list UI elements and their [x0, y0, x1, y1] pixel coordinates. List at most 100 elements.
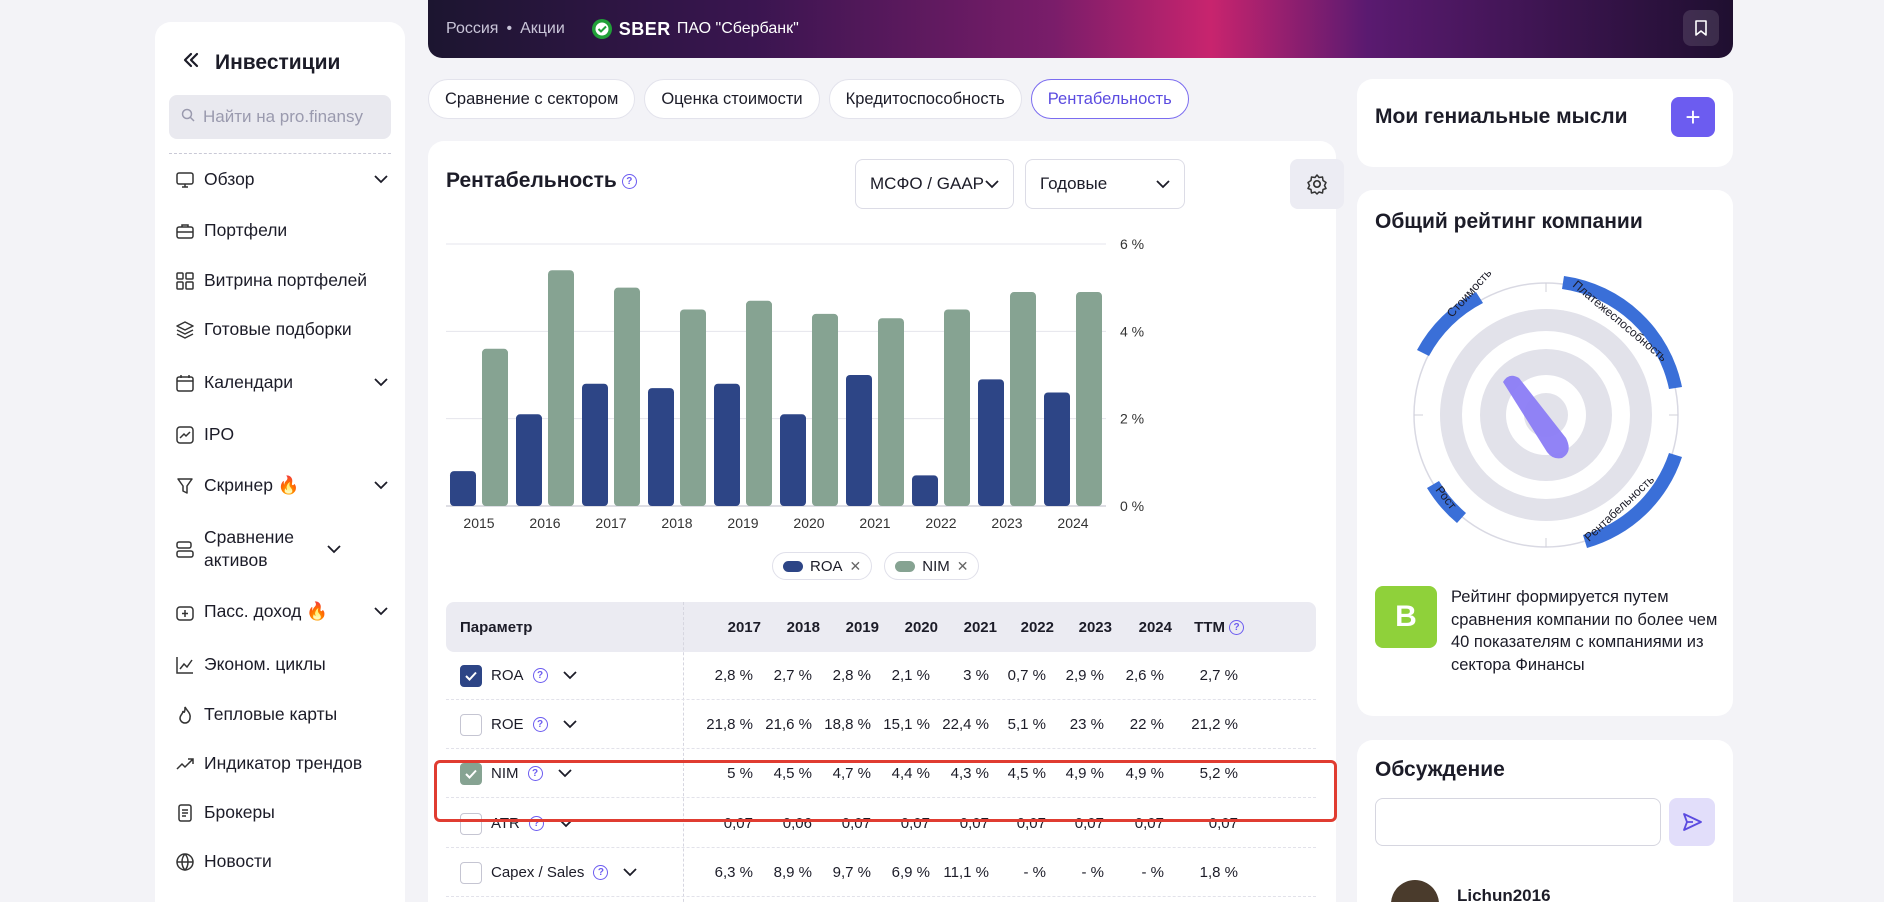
row-checkbox[interactable]	[460, 861, 482, 884]
value-cell: - %	[1141, 864, 1165, 881]
standard-select[interactable]: МСФО / GAAP	[855, 159, 1014, 209]
year-column-header[interactable]: 2018	[760, 602, 820, 652]
year-column-header[interactable]: 2023	[1052, 602, 1112, 652]
year-label: 2019	[845, 618, 879, 636]
search-box[interactable]	[169, 95, 391, 139]
table-row: Capex / Sales? 6,3 % 8,9 % 9,7 % 6,9 % 11,1 %…	[446, 848, 1316, 897]
bar-nim	[1010, 292, 1036, 506]
help-icon[interactable]: ?	[532, 717, 548, 732]
remove-icon[interactable]: ✕	[956, 557, 969, 574]
chevron-down-icon[interactable]	[562, 716, 577, 733]
bar-nim	[812, 313, 838, 506]
bar-nim	[746, 300, 772, 506]
chevron-down-icon[interactable]	[623, 864, 638, 881]
add-thought-button[interactable]: +	[1671, 97, 1715, 137]
year-column-header[interactable]: 2024	[1112, 602, 1172, 652]
value-cell: 2,6 %	[1125, 667, 1164, 684]
sidebar-item-13[interactable]: Новости	[175, 850, 391, 873]
tab-1[interactable]: Оценка стоимости	[644, 79, 820, 119]
bar-roa	[714, 383, 740, 506]
help-icon[interactable]: ?	[527, 766, 543, 781]
sidebar-item-2[interactable]: Витрина портфелей	[175, 269, 391, 292]
row-checkbox[interactable]	[460, 762, 482, 785]
year-column-header[interactable]: TTM?	[1184, 602, 1244, 652]
sidebar-item-11[interactable]: Индикатор трендов	[175, 752, 391, 775]
avatar[interactable]	[1391, 880, 1439, 902]
chevron-down-icon[interactable]	[371, 373, 391, 393]
sidebar-item-0[interactable]: Обзор	[175, 168, 391, 191]
collapse-icon[interactable]	[181, 50, 201, 76]
column-divider	[683, 602, 685, 902]
sidebar-item-5[interactable]: IPO	[175, 423, 391, 446]
chevron-down-icon[interactable]	[559, 815, 573, 832]
year-column-header[interactable]: 2019	[819, 602, 879, 652]
settings-button[interactable]	[1290, 159, 1344, 209]
help-icon[interactable]: ?	[528, 816, 544, 831]
sidebar-item-7[interactable]: Сравнение активов	[175, 526, 391, 572]
legend-item-roa[interactable]: ROA ✕	[772, 552, 873, 580]
breadcrumb-category[interactable]: Акции	[520, 20, 565, 37]
search-input[interactable]	[203, 107, 383, 127]
search-icon	[181, 107, 195, 127]
sidebar-item-12[interactable]: Брокеры	[175, 801, 391, 824]
bar-nim	[878, 318, 904, 506]
help-icon[interactable]: ?	[532, 668, 548, 683]
tab-3[interactable]: Рентабельность	[1030, 79, 1189, 119]
compare-icon	[175, 539, 195, 559]
rating-radar: Стоимость Платежеспособность Рентабельно…	[1413, 266, 1682, 548]
sidebar-item-4[interactable]: Календари	[175, 371, 391, 394]
period-select[interactable]: Годовые	[1025, 159, 1185, 209]
trend-icon	[175, 754, 195, 774]
value-cell: 2,7 %	[773, 667, 812, 684]
sidebar-item-1[interactable]: Портфели	[175, 219, 391, 242]
value-cell: 15,1 %	[883, 716, 930, 733]
year-column-header[interactable]: 2021	[937, 602, 997, 652]
row-checkbox[interactable]	[460, 664, 482, 687]
breadcrumb-separator: •	[506, 20, 513, 37]
comment-input[interactable]	[1375, 798, 1661, 846]
help-icon[interactable]: ?	[621, 173, 637, 189]
chevron-down-icon[interactable]	[557, 765, 572, 782]
legend-item-nim[interactable]: NIM ✕	[884, 552, 980, 580]
sidebar-item-8[interactable]: Пасс. доход 🔥	[175, 600, 391, 623]
sidebar-item-6[interactable]: Скринер 🔥	[175, 474, 391, 497]
row-checkbox[interactable]	[460, 713, 482, 736]
wallet-icon	[175, 602, 195, 622]
value-cell: 4,4 %	[891, 765, 930, 782]
tab-0[interactable]: Сравнение с сектором	[428, 79, 636, 119]
help-icon[interactable]: ?	[593, 865, 609, 880]
breadcrumb-country[interactable]: Россия	[446, 20, 499, 37]
value-cell: 22,4 %	[942, 716, 989, 733]
year-column-header[interactable]: 2017	[701, 602, 761, 652]
chevron-down-icon[interactable]	[371, 476, 391, 496]
sidebar-item-label: Скринер 🔥	[204, 475, 300, 495]
remove-icon[interactable]: ✕	[849, 557, 862, 574]
value-cell: 0,7 %	[1007, 667, 1046, 684]
value-cell: 6,9 %	[891, 864, 930, 881]
sidebar-item-9[interactable]: Эконом. циклы	[175, 653, 391, 676]
send-button[interactable]	[1669, 798, 1715, 846]
chevron-down-icon[interactable]	[371, 602, 391, 622]
chevron-down-icon[interactable]	[371, 170, 391, 190]
ticker: SBER	[618, 18, 671, 39]
bar-roa	[978, 379, 1004, 506]
bar-nim	[680, 309, 706, 506]
bar-roa	[846, 375, 872, 506]
value-cell: 2,1 %	[891, 667, 930, 684]
tab-2[interactable]: Кредитоспособность	[828, 79, 1022, 119]
comment-username[interactable]: Lichun2016	[1457, 886, 1551, 902]
x-tick-label: 2019	[727, 515, 758, 531]
bar-roa	[516, 414, 542, 506]
year-column-header[interactable]: 2020	[878, 602, 938, 652]
sidebar-item-3[interactable]: Готовые подборки	[175, 318, 391, 341]
chevron-down-icon[interactable]	[562, 667, 577, 684]
bookmark-button[interactable]	[1683, 10, 1719, 46]
row-checkbox[interactable]	[460, 812, 482, 835]
chevron-down-icon[interactable]	[324, 539, 344, 559]
standard-select-value: МСФО / GAAP	[870, 174, 984, 193]
year-column-header[interactable]: 2022	[994, 602, 1054, 652]
value-cell: 21,6 %	[765, 716, 812, 733]
sidebar-item-10[interactable]: Тепловые карты	[175, 703, 391, 726]
help-icon[interactable]: ?	[1229, 619, 1244, 635]
section-title-text: Рентабельность	[446, 169, 617, 192]
